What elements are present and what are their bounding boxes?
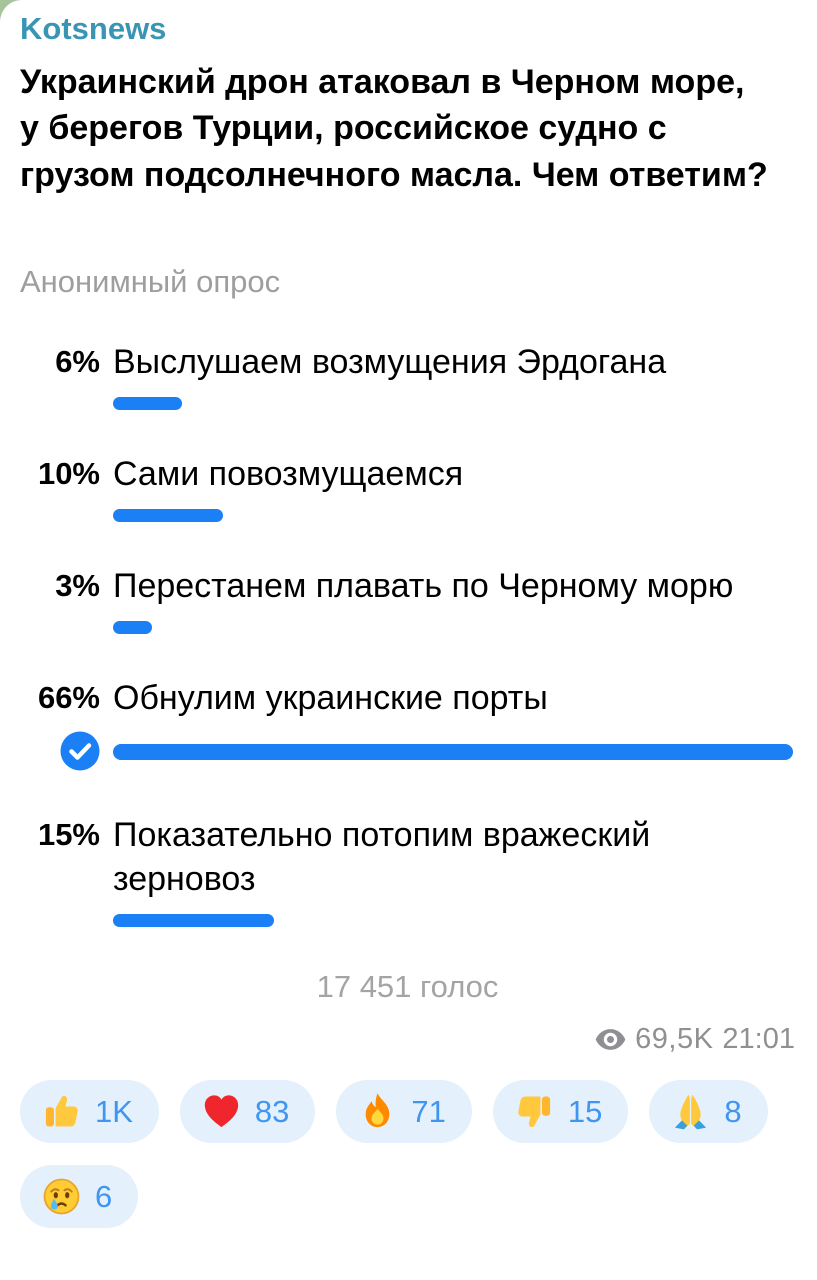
reaction-thumbs-up[interactable]: 1K [20, 1080, 159, 1144]
option-label: Обнулим украинские порты [113, 679, 548, 718]
reaction-crying[interactable]: 6 [20, 1165, 139, 1229]
option-percent: 66% [37, 680, 100, 716]
poll-options: 6% Выслушаем возмущения Эрдогана 10% Сам… [20, 340, 795, 928]
reaction-count: 1K [95, 1093, 133, 1129]
views-count: 69,5K [635, 1023, 714, 1056]
poll-total-votes: 17 451 голос [316, 969, 499, 1005]
message-time: 21:01 [722, 1023, 795, 1056]
reaction-count: 83 [254, 1093, 290, 1129]
reaction-fire[interactable]: 71 [336, 1080, 472, 1144]
poll-option: 3% Перестанем плавать по Черному морю [20, 564, 795, 635]
thumbs-up-icon [45, 1095, 78, 1127]
voted-checkmark-icon [60, 731, 100, 771]
reaction-pray[interactable]: 8 [649, 1080, 768, 1144]
option-percent: 15% [37, 816, 100, 852]
option-result-bar [113, 509, 223, 523]
poll-option: 10% Сами повозмущаемся [20, 452, 795, 523]
option-bar-row [113, 621, 795, 635]
option-label: Перестанем плавать по Черному морю [113, 567, 734, 606]
views-eye-icon [595, 1029, 626, 1050]
message-meta: 69,5K 21:01 [20, 1023, 795, 1056]
option-result-bar [113, 914, 274, 928]
poll-option: 6% Выслушаем возмущения Эрдогана [20, 340, 795, 411]
reaction-thumbs-down[interactable]: 15 [492, 1080, 629, 1144]
poll-question: Украинский дрон атаковал в Черном море, … [20, 63, 768, 194]
option-check-cell [60, 731, 100, 771]
option-label: Сами повозмущаемся [113, 455, 464, 494]
option-percent: 6% [55, 343, 100, 379]
option-result-bar [113, 397, 182, 411]
reaction-heart[interactable]: 83 [179, 1080, 316, 1144]
option-bar-row [113, 744, 795, 761]
thumbs-down-icon [518, 1096, 550, 1128]
reaction-count: 8 [724, 1093, 742, 1129]
poll-type-label: Анонимный опрос [20, 263, 281, 299]
option-percent: 3% [55, 568, 100, 604]
channel-name[interactable]: Kotsnews [20, 11, 167, 46]
fire-icon [366, 1093, 390, 1128]
pray-icon [675, 1094, 707, 1130]
option-result-bar [113, 744, 793, 761]
option-bar-row [113, 914, 795, 928]
option-result-bar [113, 621, 152, 635]
crying-face-icon [43, 1178, 80, 1215]
option-bar-row [113, 509, 795, 523]
reaction-count: 71 [411, 1093, 446, 1129]
heart-icon [204, 1095, 239, 1128]
option-bar-row [113, 397, 795, 411]
option-percent: 10% [37, 456, 100, 492]
poll-option-chosen: 66% Обнулим украинские порты [20, 676, 795, 771]
poll-option: 15% Показательно потопим вражеский зерно… [20, 813, 795, 928]
reactions-bar: 1K 83 71 15 [20, 1080, 795, 1229]
option-label: Выслушаем возмущения Эрдогана [113, 342, 667, 381]
option-label: Показательно потопим вражеский зерновоз [113, 815, 651, 898]
reaction-count: 15 [567, 1093, 603, 1129]
reaction-count: 6 [95, 1178, 113, 1214]
